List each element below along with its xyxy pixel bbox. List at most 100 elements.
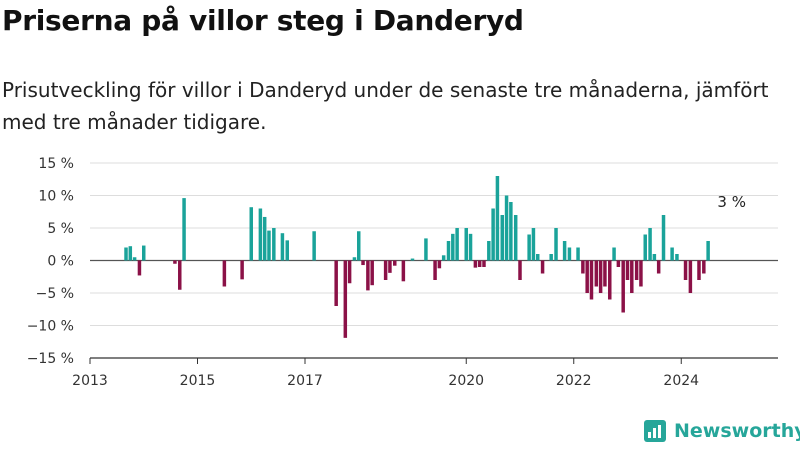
bar [562,241,567,261]
bar [500,215,505,261]
y-tick-label: 15 % [38,156,74,172]
data-label: 3 % [717,193,746,211]
bar [137,260,142,276]
x-tick-label: 2024 [663,373,699,389]
bar [132,257,137,261]
bar [437,260,442,269]
bar [258,208,263,261]
bar [280,233,285,261]
newsworthy-brand[interactable]: Newsworthy [644,420,800,442]
bar [513,215,518,261]
bar [589,260,594,300]
y-tick-label: 10 % [38,189,74,205]
bar [272,228,276,261]
bars [124,176,710,338]
bar [581,260,585,274]
y-axis-ticks: 15 % 10 % 5 % 0 % −5 % −10 % −15 % [27,156,74,367]
bar [433,260,437,280]
x-tick-label: 2020 [448,373,484,389]
y-tick-label: −15 % [27,351,74,367]
bar [124,247,128,261]
bar [688,260,693,293]
bar [504,195,509,261]
bar [441,255,446,261]
bar [648,228,652,261]
bar [656,260,661,274]
bar [388,260,392,273]
y-tick-label: 0 % [47,254,74,270]
bar [549,254,553,261]
y-tick-label: −5 % [36,286,74,302]
bar [352,257,357,261]
bar [661,215,666,261]
bar [643,234,647,261]
bar [383,260,388,280]
bar [608,260,612,300]
bar [621,260,625,313]
bar [401,260,406,282]
bar [706,241,710,261]
bar [634,260,639,280]
bar [173,260,177,264]
bar [451,233,455,261]
bar [603,260,607,287]
bar [222,260,227,287]
bar [540,260,545,274]
y-tick-label: 5 % [47,221,74,237]
bar [455,228,459,261]
gridlines [90,162,778,326]
bar [357,231,361,261]
x-axis: 2013 2015 2017 2020 2022 2024 [72,357,778,389]
annotations: 3 % [717,193,746,211]
bar [477,260,482,267]
bar [347,260,352,284]
bar [554,228,558,261]
bar [446,241,451,261]
bar [285,240,290,261]
bar [361,260,365,266]
bar [702,260,706,274]
bar [262,216,267,261]
bar [487,241,491,261]
bar [370,260,374,286]
x-tick-label: 2015 [180,373,216,389]
bar [625,260,630,280]
bar [267,230,271,261]
bar [468,233,473,261]
bar [675,254,679,261]
brand-name: Newsworthy [674,420,800,442]
bar [473,260,478,268]
x-tick-label: 2017 [287,373,323,389]
bar [178,260,182,290]
bar [182,198,186,261]
chart-title: Priserna på villor steg i Danderyd [2,4,524,37]
bar [670,247,674,261]
bar [527,234,531,261]
bar [142,245,146,261]
bar [393,260,397,266]
y-tick-label: −10 % [27,319,74,335]
bar [518,260,522,280]
bar [612,247,616,261]
bar [509,202,513,261]
bar [639,260,643,287]
bar [424,238,428,261]
bar [598,260,603,293]
bar [652,254,657,261]
bar [630,260,634,293]
bar [464,228,468,261]
bar [312,231,316,261]
bar [697,260,701,280]
bar [567,247,572,261]
bar [585,260,589,293]
x-tick-label: 2022 [556,373,592,389]
bar [128,246,133,261]
bar [482,260,486,267]
bar [495,176,500,261]
bar [249,207,253,261]
bar [576,247,580,261]
bar [535,254,540,261]
bar [240,260,244,280]
chart-subtitle: Prisutveckling för villor i Danderyd und… [2,78,769,134]
